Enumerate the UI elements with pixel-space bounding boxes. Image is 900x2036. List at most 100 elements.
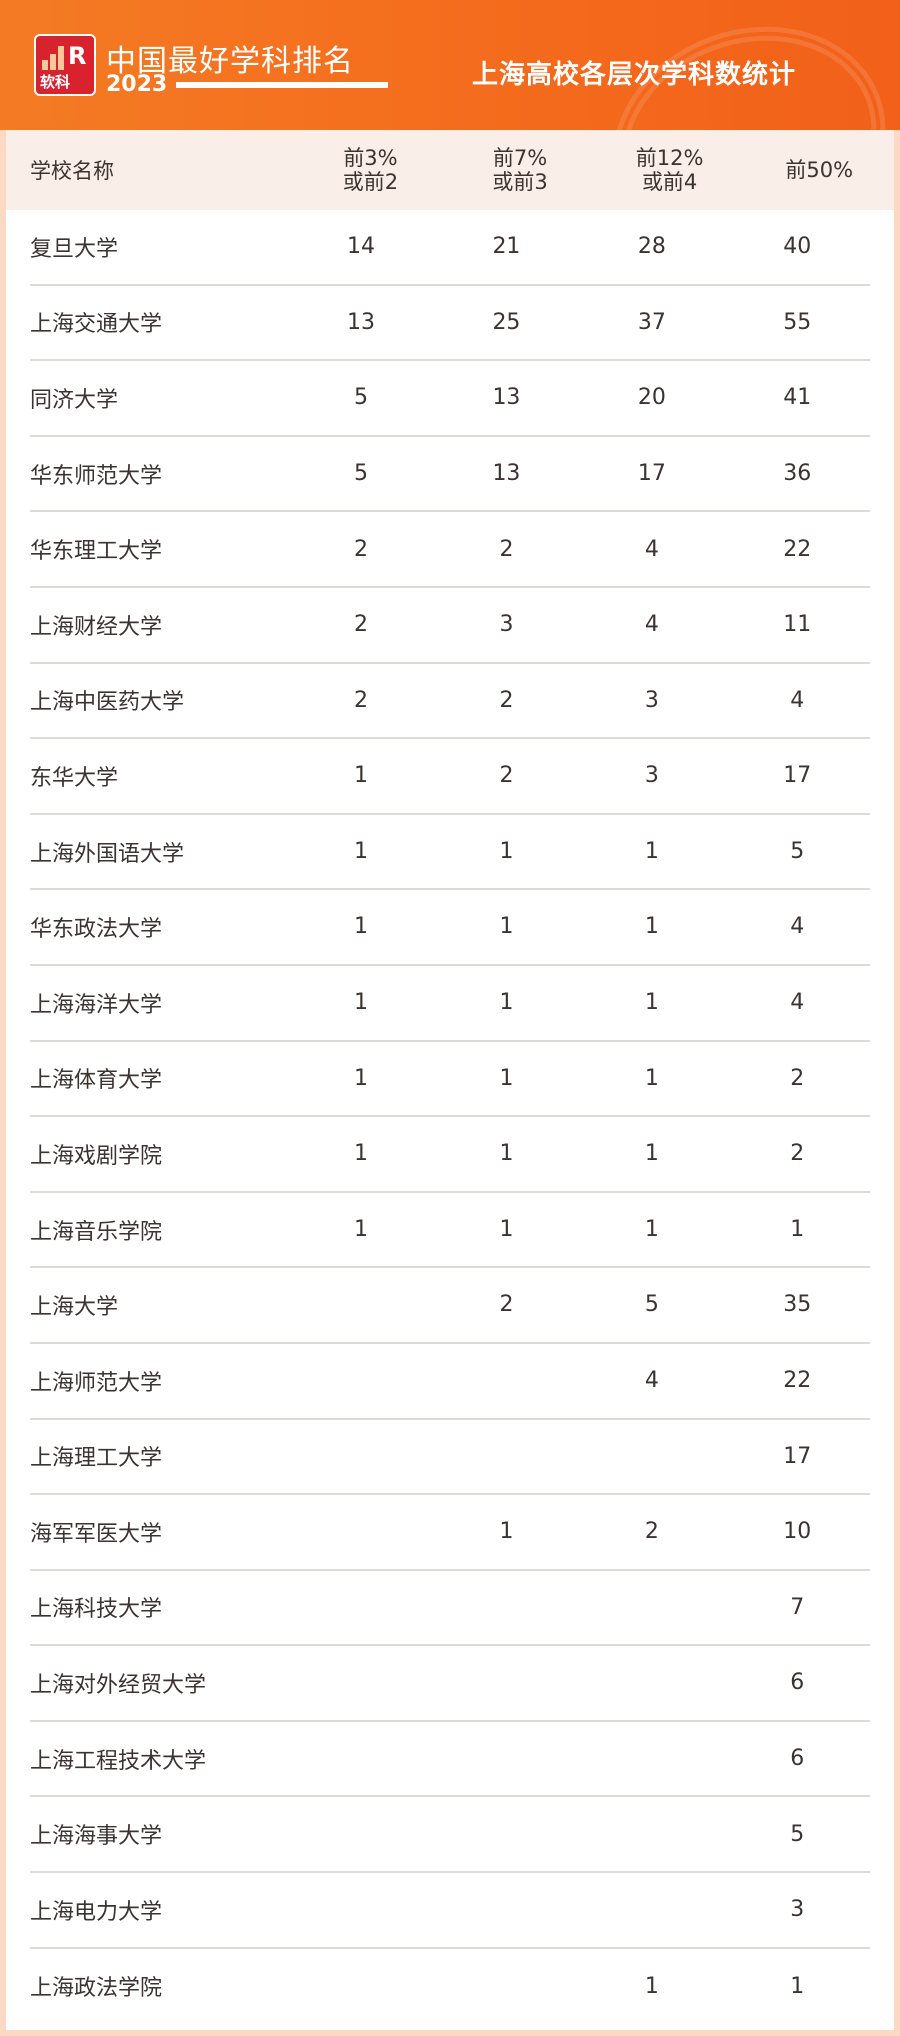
subject-count: 14 bbox=[347, 234, 376, 260]
table-row: 东华大学 1 2 3 17 bbox=[30, 739, 870, 815]
subject-count: 1 bbox=[644, 990, 659, 1016]
subject-count: 4 bbox=[790, 687, 805, 713]
table-row: 华东师范大学 5 13 17 36 bbox=[30, 437, 870, 513]
header-banner: R 软科 中国最好学科排名 2023 上海高校各层次学科数统计 bbox=[0, 0, 900, 130]
table-row: 上海海事大学 5 bbox=[30, 1797, 870, 1874]
subject-count: 2 bbox=[354, 612, 369, 638]
table-row: 上海对外经贸大学 6 bbox=[30, 1646, 870, 1722]
subject-count: 1 bbox=[499, 838, 514, 864]
subject-count: 2 bbox=[790, 1141, 805, 1167]
subject-count: 1 bbox=[354, 838, 369, 864]
school-name: 上海外国语大学 bbox=[30, 841, 185, 867]
school-name: 上海交通大学 bbox=[30, 312, 163, 338]
subject-count: 4 bbox=[644, 612, 659, 638]
brand-title: 中国最好学科排名 bbox=[106, 44, 354, 79]
subject-count: 22 bbox=[783, 536, 812, 562]
subject-count: 1 bbox=[790, 1216, 805, 1242]
table-row: 上海大学 2 5 35 bbox=[30, 1268, 870, 1344]
table-row: 上海戏剧学院 1 1 1 2 bbox=[30, 1117, 870, 1193]
subject-count: 22 bbox=[783, 1368, 812, 1394]
table-row: 上海中医药大学 2 2 3 4 bbox=[30, 664, 870, 740]
subject-count: 2 bbox=[499, 1292, 514, 1318]
column-header-line: 前12% bbox=[635, 145, 704, 170]
subject-count: 4 bbox=[790, 990, 805, 1016]
table-row: 上海理工大学 17 bbox=[30, 1420, 870, 1496]
subject-count: 1 bbox=[644, 1216, 659, 1242]
stats-table: 学校名称 前3% 或前2 前7% 或前3 前12% 或前4 前50% 复旦大学 14 21 28 40… bbox=[6, 130, 894, 2030]
table-row: 上海科技大学 7 bbox=[30, 1571, 870, 1647]
subject-count: 2 bbox=[354, 687, 369, 713]
subject-count: 55 bbox=[783, 309, 812, 335]
subject-count: 7 bbox=[790, 1594, 805, 1620]
school-name: 华东师范大学 bbox=[30, 463, 163, 489]
table-row: 上海政法学院 1 1 bbox=[30, 1949, 870, 2025]
column-header: 前50% bbox=[744, 158, 894, 182]
school-name: 上海工程技术大学 bbox=[30, 1748, 207, 1774]
table-row: 上海交通大学 13 25 37 55 bbox=[30, 286, 870, 362]
subject-count: 13 bbox=[492, 385, 521, 411]
subject-count: 1 bbox=[644, 1973, 659, 1999]
subject-count: 1 bbox=[644, 914, 659, 940]
table-row: 上海工程技术大学 6 bbox=[30, 1722, 870, 1798]
subject-count: 37 bbox=[637, 309, 666, 335]
school-name: 上海海洋大学 bbox=[30, 992, 163, 1018]
subject-count: 2 bbox=[499, 763, 514, 789]
column-header-line: 或前4 bbox=[641, 170, 698, 194]
subject-count: 25 bbox=[492, 309, 521, 335]
subject-count: 3 bbox=[499, 612, 514, 638]
table-row: 海军军医大学 1 2 10 bbox=[30, 1495, 870, 1571]
subject-count: 4 bbox=[790, 914, 805, 940]
column-header: 前7% 或前3 bbox=[445, 146, 595, 194]
school-name: 上海理工大学 bbox=[30, 1446, 163, 1472]
subject-count: 1 bbox=[790, 1973, 805, 1999]
subject-count: 5 bbox=[354, 460, 369, 486]
subject-count: 2 bbox=[790, 1065, 805, 1091]
subject-count: 35 bbox=[783, 1292, 812, 1318]
subject-count: 1 bbox=[644, 838, 659, 864]
subject-count: 1 bbox=[499, 914, 514, 940]
page-title: 上海高校各层次学科数统计 bbox=[472, 60, 797, 90]
school-name: 海军军医大学 bbox=[30, 1521, 163, 1547]
table-body: 复旦大学 14 21 28 40 上海交通大学 13 25 37 55 同济大学 5 13 20 41 华东师… bbox=[6, 210, 894, 2024]
subject-count: 3 bbox=[644, 763, 659, 789]
school-name: 上海科技大学 bbox=[30, 1597, 163, 1623]
subject-count: 21 bbox=[492, 234, 521, 260]
subject-count: 1 bbox=[354, 1141, 369, 1167]
subject-count: 6 bbox=[790, 1746, 805, 1772]
subject-count: 2 bbox=[499, 536, 514, 562]
subject-count: 17 bbox=[637, 460, 666, 486]
shanghairanking-logo: R 软科 bbox=[34, 34, 96, 96]
subject-count: 2 bbox=[499, 687, 514, 713]
table-row: 上海体育大学 1 1 1 2 bbox=[30, 1042, 870, 1118]
subject-count: 1 bbox=[644, 1141, 659, 1167]
table-row: 复旦大学 14 21 28 40 bbox=[30, 210, 870, 286]
school-name: 复旦大学 bbox=[30, 236, 119, 262]
subject-count: 41 bbox=[783, 385, 812, 411]
table-row: 华东政法大学 1 1 1 4 bbox=[30, 890, 870, 966]
column-header-line: 学校名称 bbox=[30, 159, 114, 183]
subject-count: 4 bbox=[644, 1368, 659, 1394]
subject-count: 1 bbox=[354, 1216, 369, 1242]
subject-count: 13 bbox=[492, 460, 521, 486]
school-name: 上海财经大学 bbox=[30, 614, 163, 640]
subject-count: 1 bbox=[354, 763, 369, 789]
subject-count: 5 bbox=[354, 385, 369, 411]
subject-count: 1 bbox=[499, 990, 514, 1016]
table-row: 上海海洋大学 1 1 1 4 bbox=[30, 966, 870, 1042]
divider bbox=[176, 82, 388, 88]
school-name: 上海中医药大学 bbox=[30, 690, 185, 716]
subject-count: 1 bbox=[644, 1065, 659, 1091]
school-name: 华东理工大学 bbox=[30, 539, 163, 565]
column-header: 学校名称 bbox=[6, 155, 296, 185]
school-name: 上海师范大学 bbox=[30, 1370, 163, 1396]
subject-count: 4 bbox=[644, 536, 659, 562]
subject-count: 6 bbox=[790, 1670, 805, 1696]
school-name: 上海音乐学院 bbox=[30, 1219, 163, 1245]
subject-count: 1 bbox=[354, 990, 369, 1016]
school-name: 上海戏剧学院 bbox=[30, 1143, 163, 1169]
column-header-line: 或前2 bbox=[342, 170, 399, 194]
school-name: 上海大学 bbox=[30, 1295, 119, 1321]
table-row: 同济大学 5 13 20 41 bbox=[30, 361, 870, 437]
school-name: 上海对外经贸大学 bbox=[30, 1673, 207, 1699]
subject-count: 1 bbox=[499, 1141, 514, 1167]
